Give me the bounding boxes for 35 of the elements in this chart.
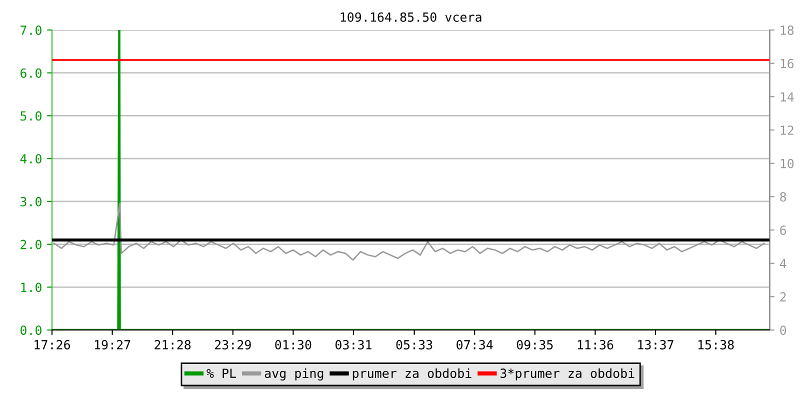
y2-tick-label: 18	[780, 26, 794, 35]
y-tick-label: 2.0	[20, 240, 42, 250]
y2-tick-label: 2	[780, 292, 786, 302]
y-tick-label: 7.0	[20, 26, 42, 35]
x-tick-label: 19:27	[94, 340, 130, 350]
y-tick-label: 0.0	[20, 326, 42, 335]
legend-label: avg ping	[264, 368, 324, 380]
x-tick-label: 09:35	[516, 340, 553, 350]
y-tick-label: 5.0	[20, 111, 42, 121]
x-tick-label: 21:28	[154, 340, 191, 350]
legend-label: % PL	[206, 368, 236, 378]
x-tick-label: 07:34	[456, 340, 493, 350]
x-tick-label: 13:37	[638, 340, 674, 350]
y-tick-label: 3.0	[20, 196, 42, 206]
y2-tick-label: 6	[780, 226, 786, 235]
x-tick-label: 23:29	[215, 340, 251, 350]
x-tick-label: 01:30	[275, 340, 312, 350]
x-tick-label: 11:36	[578, 340, 614, 350]
y2-tick-label: 16	[780, 58, 794, 68]
y-tick-label: 4.0	[20, 154, 42, 164]
y2-tick-label: 8	[780, 192, 786, 202]
y2-tick-label: 14	[780, 92, 794, 102]
chart-title: 109.164.85.50 vcera	[340, 12, 482, 22]
y2-tick-label: 10	[780, 158, 794, 168]
x-tick-label: 17:26	[34, 340, 70, 350]
legend-label: 3*prumer za obdobi	[500, 368, 634, 380]
y2-tick-label: 4	[780, 259, 786, 268]
x-tick-label: 05:33	[396, 340, 432, 350]
y2-tick-label: 12	[780, 126, 794, 135]
y2-tick-label: 0	[780, 326, 786, 335]
y-tick-label: 1.0	[21, 282, 42, 292]
legend-label: prumer za obdobi	[352, 368, 472, 380]
x-tick-label: 03:31	[335, 340, 372, 350]
x-tick-label: 15:38	[698, 340, 734, 350]
y-tick-label: 6.0	[20, 68, 42, 78]
